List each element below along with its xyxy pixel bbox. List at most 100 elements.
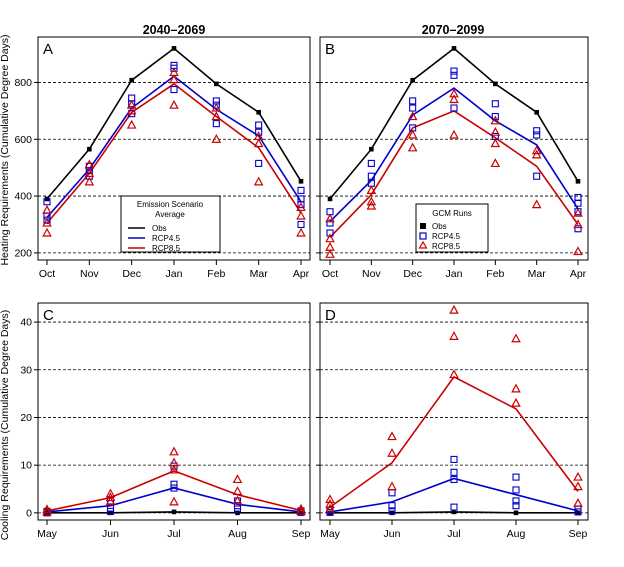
gcm-point-rcp45 — [450, 104, 458, 112]
gcm-point-rcp45 — [491, 100, 499, 108]
gcm-point-obs — [214, 81, 219, 87]
y-axis-label-heating: Heating Requirements (Cumulative Degree … — [0, 34, 11, 265]
gcm-point-rcp85 — [573, 471, 583, 481]
x-tick-label: Oct — [39, 268, 55, 280]
gcm-point-rcp45 — [233, 505, 242, 513]
gcm-point-rcp45 — [491, 112, 499, 121]
x-tick-label: Jan — [446, 268, 463, 280]
gcm-point-obs — [298, 510, 304, 516]
x-tick-label: May — [320, 528, 341, 540]
x-tick-label: Jan — [166, 268, 183, 280]
gcm-point-rcp85 — [325, 503, 335, 513]
legend-entry-obs-average: Obs — [152, 224, 167, 233]
gcm-point-rcp85 — [232, 486, 243, 495]
panel-label: C — [43, 307, 54, 324]
gcm-point-obs — [171, 509, 177, 515]
gcm-point-rcp85 — [253, 176, 264, 186]
series-line-rcp45 — [46, 487, 302, 513]
y-tick-label: 800 — [14, 77, 32, 89]
gcm-point-rcp45 — [326, 219, 334, 227]
legend-entry-rcp45-average: RCP4.5 — [152, 234, 181, 243]
gcm-point-rcp45 — [512, 502, 520, 510]
gcm-point-rcp85 — [232, 495, 243, 505]
gcm-point-obs — [451, 509, 457, 515]
gcm-point-rcp85 — [42, 205, 52, 214]
x-tick-label: Jun — [384, 528, 401, 540]
y-axis-label-cooling: Cooling Requirements (Cumulative Degree … — [0, 310, 11, 541]
legend-title-average: Emission Scenario — [137, 200, 204, 209]
panel-a: 200 400 600 800 Oct Nov Dec Jan Feb Mar Apr A — [14, 36, 311, 280]
gcm-point-rcp85 — [105, 496, 116, 505]
gcm-point-rcp45 — [533, 131, 541, 139]
gcm-point-obs — [410, 77, 415, 83]
gcm-point-rcp85 — [42, 506, 52, 516]
gcm-point-rcp45 — [212, 101, 220, 109]
panel-label: D — [325, 307, 336, 324]
gcm-point-obs — [369, 146, 374, 152]
gcm-point-rcp85 — [325, 499, 335, 508]
legend-title-gcm: GCM Runs — [432, 209, 472, 218]
legend-subtitle-average: Average — [155, 210, 185, 219]
gcm-point-rcp85 — [366, 200, 377, 210]
gcm-point-rcp45 — [450, 468, 458, 476]
gcm-point-rcp85 — [449, 129, 459, 139]
y-tick-label: 10 — [20, 460, 32, 472]
gcm-point-rcp45 — [512, 486, 520, 494]
gcm-point-rcp85 — [387, 447, 397, 457]
y-tick-label: 600 — [14, 134, 32, 146]
gcm-point-rcp85 — [573, 207, 583, 217]
x-tick-label: Oct — [322, 268, 338, 280]
y-tick-label: 40 — [20, 317, 32, 329]
gcm-point-rcp45 — [409, 97, 417, 105]
gcm-point-rcp45 — [512, 473, 520, 481]
gcm-point-obs — [108, 510, 113, 516]
gcm-point-rcp45 — [255, 121, 263, 129]
x-tick-label: Apr — [570, 268, 587, 280]
gcm-point-rcp85 — [325, 494, 335, 504]
legend-emission-scenario: Emission Scenario Average Obs RCP4.5 RCP… — [120, 195, 221, 253]
gcm-point-rcp45 — [450, 475, 458, 484]
gcm-point-rcp45 — [255, 128, 263, 136]
legend-gcm-runs: GCM Runs Obs RCP4.5 RCP8.5 — [415, 203, 489, 253]
gcm-point-rcp45 — [512, 497, 520, 505]
panel-c: 0 10 20 30 40 May Jun Jul Aug Sep C — [20, 302, 311, 540]
gcm-point-rcp85 — [490, 158, 501, 168]
gcm-point-obs — [575, 179, 581, 184]
gcm-point-rcp45 — [297, 186, 305, 194]
gcm-point-rcp85 — [407, 129, 418, 139]
gcm-point-rcp85 — [449, 304, 459, 314]
gcm-point-rcp45 — [533, 172, 541, 180]
gcm-point-rcp45 — [367, 159, 375, 167]
series-line-rcp85 — [46, 470, 302, 512]
gcm-point-rcp85 — [42, 227, 52, 237]
series-line-rcp85 — [329, 375, 579, 508]
gcm-point-rcp45 — [255, 159, 263, 167]
panel-frame — [319, 302, 589, 521]
gcm-point-rcp45 — [388, 507, 396, 515]
gcm-point-rcp85 — [84, 176, 95, 186]
gcm-point-rcp85 — [126, 105, 137, 115]
gcm-point-obs — [451, 46, 457, 51]
gcm-point-rcp85 — [169, 99, 179, 109]
gcm-point-rcp45 — [574, 193, 582, 202]
legend-entry-obs-gcm: Obs — [432, 222, 447, 231]
y-tick-label: 30 — [20, 364, 32, 376]
x-tick-label: Apr — [293, 268, 310, 280]
gcm-point-rcp85 — [169, 74, 179, 84]
gcm-point-obs — [575, 510, 581, 516]
gcm-point-rcp85 — [126, 119, 137, 129]
gcm-point-rcp45 — [388, 502, 396, 510]
legend-entry-rcp85-average: RCP8.5 — [152, 244, 181, 253]
gcm-point-rcp85 — [325, 213, 335, 223]
gcm-point-rcp85 — [296, 202, 306, 212]
gcm-point-rcp85 — [490, 115, 501, 125]
gcm-point-rcp45 — [450, 503, 458, 511]
gcm-point-rcp85 — [253, 138, 264, 148]
x-tick-label: Dec — [122, 268, 141, 280]
x-tick-label: May — [37, 528, 58, 540]
gcm-point-rcp85 — [531, 149, 542, 159]
column-title-left: 2040–2069 — [143, 23, 206, 37]
x-tick-label: Aug — [507, 528, 526, 540]
gcm-point-rcp45 — [170, 480, 178, 488]
gcm-point-rcp45 — [574, 508, 582, 516]
